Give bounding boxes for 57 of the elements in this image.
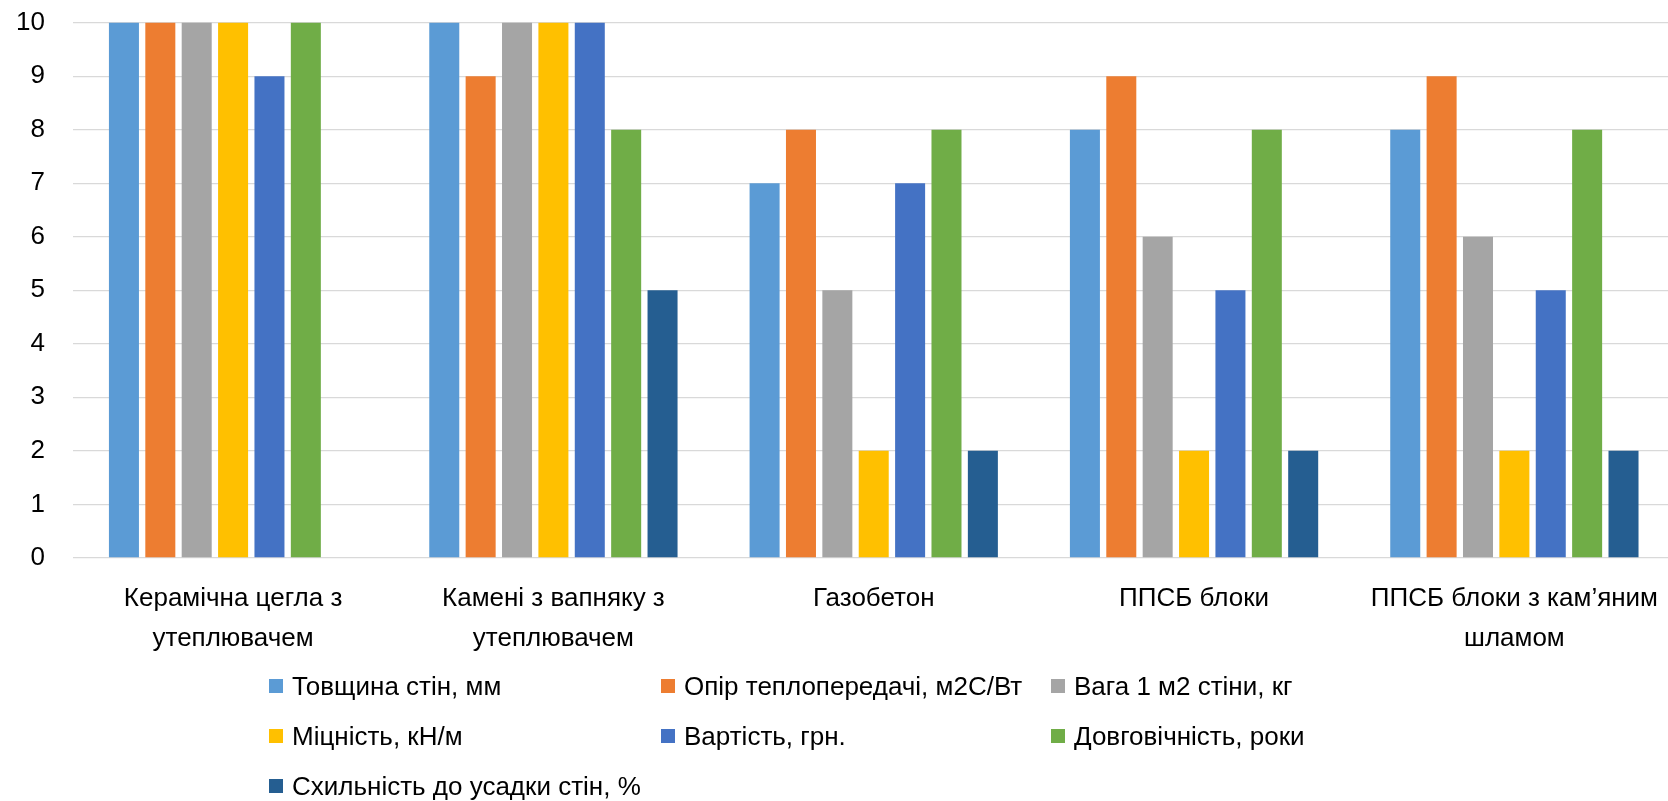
y-tick-label: 0 [30, 541, 45, 572]
legend-label: Опір теплопередачі, м2С/Вт [684, 670, 1023, 702]
y-tick-label: 10 [16, 5, 45, 36]
bar [574, 22, 605, 558]
legend-label: Товщина стін, мм [292, 670, 502, 702]
x-tick-label: Газобетон [812, 582, 935, 613]
legend-label: Схильність до усадки стін, % [292, 770, 641, 801]
bar [1142, 236, 1173, 558]
legend-label: Вага 1 м2 стіни, кг [1074, 670, 1293, 702]
legend-label: Міцність, кН/м [292, 720, 463, 752]
y-tick-label: 8 [30, 112, 45, 143]
bar [254, 76, 285, 558]
bar [145, 22, 176, 558]
bar [1426, 76, 1457, 558]
bar [181, 22, 212, 558]
legend-label: Довговічність, роки [1074, 720, 1305, 752]
bar [538, 22, 569, 558]
bar [822, 290, 853, 558]
bar [931, 129, 962, 558]
bar [1462, 236, 1494, 558]
bar [1499, 450, 1530, 558]
bar [749, 183, 780, 558]
y-tick-label: 7 [30, 166, 45, 197]
bar [1535, 290, 1566, 558]
y-tick-label: 4 [30, 326, 45, 357]
y-tick-label: 2 [30, 434, 45, 465]
bar [502, 22, 533, 558]
y-tick-label: 3 [30, 380, 45, 411]
bar [108, 22, 139, 558]
bar [858, 450, 889, 558]
bar [647, 290, 678, 558]
bar [895, 183, 926, 558]
bar [465, 76, 496, 558]
bar [1288, 450, 1319, 558]
bar [1215, 290, 1246, 558]
bar [1179, 450, 1210, 558]
bar [1106, 76, 1137, 558]
bar [1572, 129, 1603, 558]
y-tick-label: 6 [30, 219, 45, 250]
bar [1251, 129, 1282, 558]
bar [290, 22, 321, 558]
bar [1390, 129, 1421, 558]
bar [429, 22, 460, 558]
legend-label: Вартість, грн. [684, 720, 846, 752]
x-tick-label: Камені з вапняку з утеплювачем [442, 582, 665, 653]
y-tick-label: 1 [30, 487, 45, 518]
x-tick-label: ППСБ блоки з кам’яним шламом [1370, 582, 1658, 653]
bar [1069, 129, 1100, 558]
bar [967, 450, 998, 558]
x-tick-label: Керамічна цегла з утеплювачем [123, 582, 343, 653]
bar [1608, 450, 1639, 558]
y-tick-label: 5 [30, 273, 45, 304]
bar [218, 22, 249, 558]
x-tick-label: ППСБ блоки [1119, 582, 1270, 613]
y-tick-label: 9 [30, 59, 45, 90]
bar [611, 129, 642, 558]
bar [785, 129, 816, 558]
